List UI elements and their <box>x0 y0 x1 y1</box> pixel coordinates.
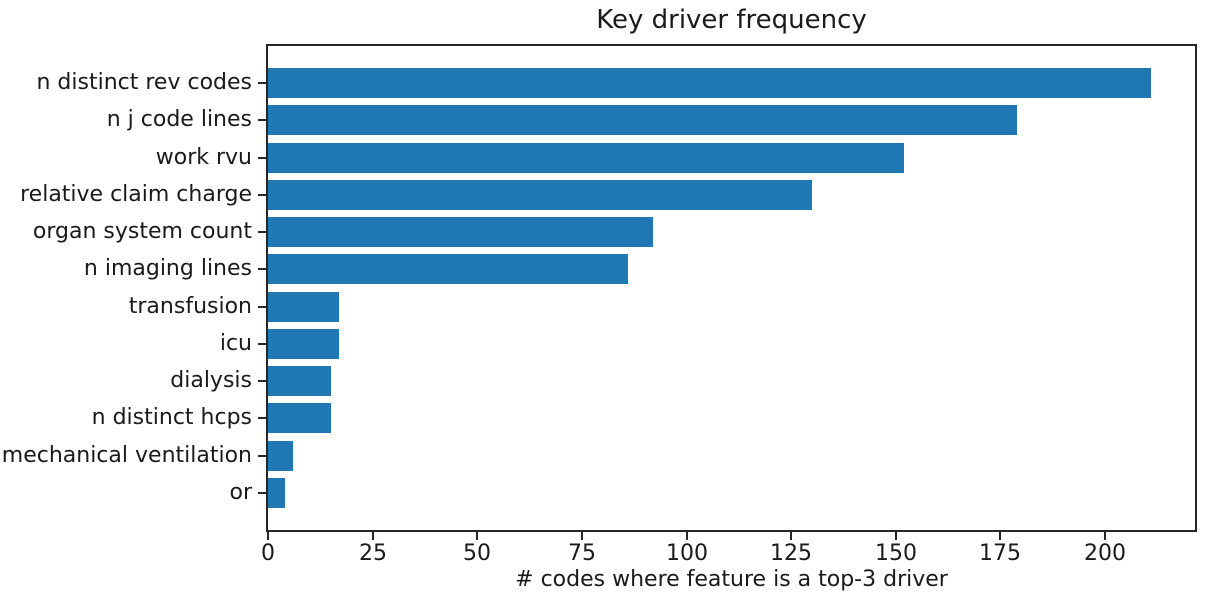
chart-title: Key driver frequency <box>596 5 867 35</box>
x-tick-mark <box>372 532 374 540</box>
y-tick-mark <box>258 455 266 457</box>
bar-organ-system-count <box>268 217 653 247</box>
x-tick-label: 200 <box>1084 541 1126 566</box>
x-tick-label: 100 <box>666 541 708 566</box>
bar-mechanical-ventilation <box>268 441 293 471</box>
y-tick-label: or <box>229 480 252 505</box>
bar-icu <box>268 329 339 359</box>
bar-work-rvu <box>268 143 904 173</box>
y-tick-mark <box>258 157 266 159</box>
y-tick-mark <box>258 343 266 345</box>
y-tick-mark <box>258 82 266 84</box>
x-tick-label: 125 <box>770 541 812 566</box>
x-tick-mark <box>686 532 688 540</box>
y-tick-label: n distinct rev codes <box>36 70 253 95</box>
y-tick-mark <box>258 119 266 121</box>
bar-n-imaging-lines <box>268 254 628 284</box>
bar-n-j-code-lines <box>268 105 1017 135</box>
x-tick-mark <box>476 532 478 540</box>
x-tick-label: 25 <box>359 541 387 566</box>
y-tick-mark <box>258 194 266 196</box>
bar-transfusion <box>268 292 339 322</box>
y-tick-label: n imaging lines <box>83 256 252 281</box>
x-tick-mark <box>895 532 897 540</box>
x-tick-mark <box>581 532 583 540</box>
plot-area <box>266 44 1197 532</box>
x-tick-mark <box>267 532 269 540</box>
y-tick-label: n j code lines <box>106 107 252 132</box>
x-tick-mark <box>999 532 1001 540</box>
bar-relative-claim-charge <box>268 180 812 210</box>
x-tick-mark <box>790 532 792 540</box>
y-tick-mark <box>258 268 266 270</box>
y-tick-mark <box>258 231 266 233</box>
x-tick-label: 0 <box>261 541 275 566</box>
x-tick-label: 75 <box>568 541 596 566</box>
y-tick-label: transfusion <box>128 294 252 319</box>
y-tick-label: relative claim charge <box>20 182 252 207</box>
y-tick-label: icu <box>219 331 252 356</box>
y-tick-mark <box>258 380 266 382</box>
x-tick-mark <box>1104 532 1106 540</box>
y-tick-label: organ system count <box>32 219 252 244</box>
y-tick-label: work rvu <box>155 145 252 170</box>
bar-or <box>268 478 285 508</box>
bar-dialysis <box>268 366 331 396</box>
x-tick-label: 50 <box>463 541 491 566</box>
bar-n-distinct-hcps <box>268 403 331 433</box>
x-axis-label: # codes where feature is a top-3 driver <box>515 567 948 592</box>
y-tick-mark <box>258 417 266 419</box>
x-tick-label: 175 <box>979 541 1021 566</box>
y-tick-label: dialysis <box>170 368 252 393</box>
y-tick-mark <box>258 492 266 494</box>
bar-n-distinct-rev-codes <box>268 68 1151 98</box>
y-tick-label: n distinct hcps <box>91 405 252 430</box>
y-tick-label: mechanical ventilation <box>1 443 252 468</box>
x-tick-label: 150 <box>875 541 917 566</box>
y-tick-mark <box>258 306 266 308</box>
